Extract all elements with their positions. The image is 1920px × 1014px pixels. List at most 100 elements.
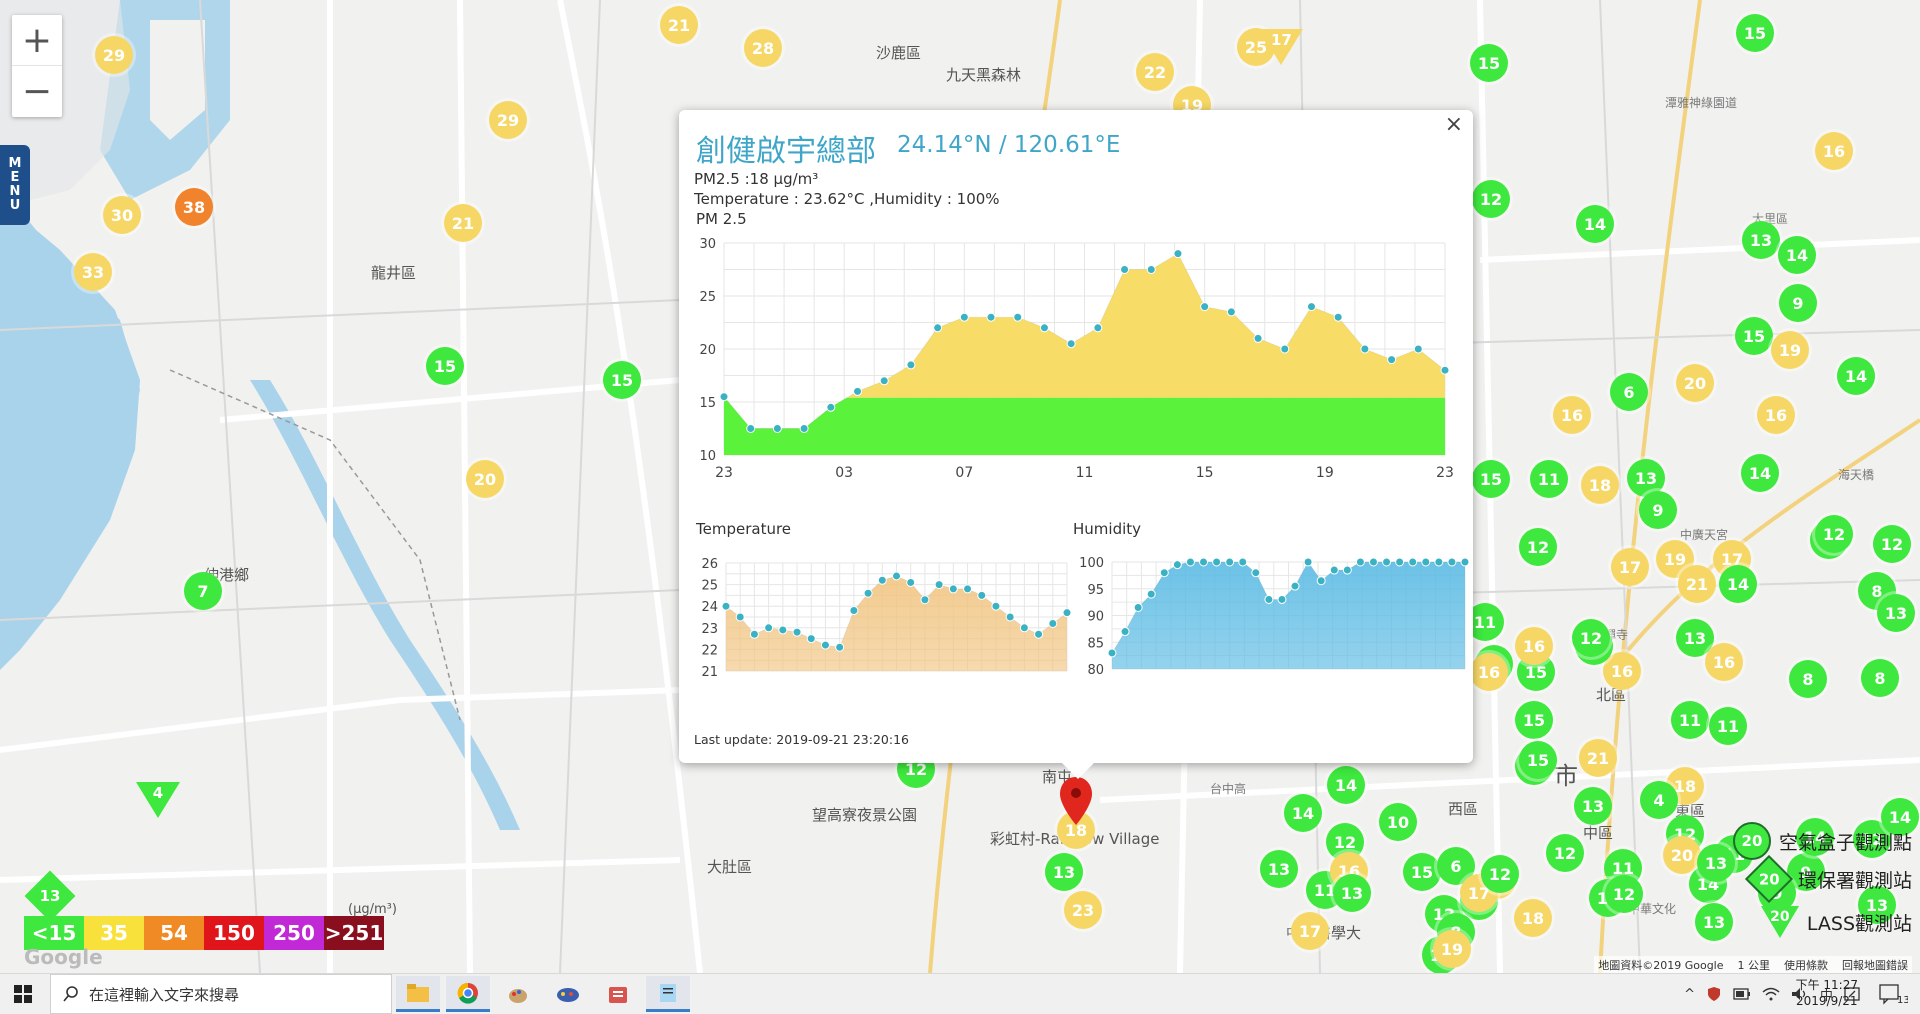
- station-marker[interactable]: 29: [95, 36, 133, 74]
- station-marker[interactable]: 6: [1610, 373, 1648, 411]
- station-marker[interactable]: 30: [103, 196, 141, 234]
- station-marker[interactable]: 20: [1663, 836, 1701, 874]
- start-button[interactable]: [0, 974, 46, 1014]
- station-marker[interactable]: 29: [489, 101, 527, 139]
- station-marker[interactable]: 14: [1284, 794, 1322, 832]
- station-marker[interactable]: 21: [1678, 565, 1716, 603]
- keyboard-icon[interactable]: [1844, 986, 1860, 1002]
- station-marker[interactable]: 15: [1472, 460, 1510, 498]
- station-marker[interactable]: 9: [1779, 284, 1817, 322]
- station-marker[interactable]: 12: [1481, 855, 1519, 893]
- station-marker[interactable]: 12: [1605, 875, 1643, 913]
- station-marker[interactable]: 11: [1709, 707, 1747, 745]
- station-marker[interactable]: 16: [1515, 627, 1553, 665]
- notification-center-button[interactable]: 13: [1876, 980, 1910, 1008]
- chrome-icon[interactable]: [446, 976, 490, 1012]
- station-marker[interactable]: 13: [1695, 903, 1733, 941]
- station-marker[interactable]: 9: [1639, 491, 1677, 529]
- station-marker[interactable]: 15: [1470, 44, 1508, 82]
- station-marker[interactable]: 19: [1433, 930, 1471, 968]
- station-marker[interactable]: 11: [1530, 460, 1568, 498]
- station-marker[interactable]: 15: [603, 361, 641, 399]
- station-marker[interactable]: 16: [1553, 396, 1591, 434]
- station-marker[interactable]: 15: [426, 347, 464, 385]
- station-marker[interactable]: 14: [1796, 818, 1834, 856]
- clock[interactable]: 下午 11:27 2019/9/21: [1796, 977, 1858, 1009]
- zoom-in-button[interactable]: +: [12, 15, 62, 66]
- tray-expand-icon[interactable]: ^: [1684, 986, 1695, 1002]
- station-marker[interactable]: 16: [1815, 132, 1853, 170]
- station-marker[interactable]: 13: [1858, 886, 1896, 924]
- station-marker[interactable]: 17: [1611, 548, 1649, 586]
- station-marker[interactable]: 8: [1861, 659, 1899, 697]
- station-marker[interactable]: 8: [1789, 660, 1827, 698]
- station-marker[interactable]: 17: [1291, 912, 1329, 950]
- notepad-icon[interactable]: [646, 976, 690, 1012]
- station-marker[interactable]: 15: [1735, 317, 1773, 355]
- station-marker[interactable]: 19: [1771, 331, 1809, 369]
- station-marker[interactable]: 15: [1515, 701, 1553, 739]
- station-marker[interactable]: 15: [1519, 741, 1557, 779]
- lass-station-marker[interactable]: 17: [1259, 29, 1303, 65]
- station-marker[interactable]: 13: [1260, 850, 1298, 888]
- station-marker[interactable]: 12: [1873, 525, 1911, 563]
- terms-link[interactable]: 使用條款: [1784, 959, 1828, 972]
- station-marker[interactable]: 33: [74, 253, 112, 291]
- station-marker[interactable]: 18: [1581, 466, 1619, 504]
- station-marker[interactable]: 12: [1519, 528, 1557, 566]
- ime-indicator[interactable]: 中: [1819, 988, 1833, 1004]
- battery-icon[interactable]: [1733, 987, 1751, 1001]
- wifi-icon[interactable]: [1762, 987, 1780, 1001]
- game-icon[interactable]: [546, 976, 590, 1012]
- zoom-out-button[interactable]: −: [21, 70, 53, 112]
- station-marker[interactable]: 13: [1627, 459, 1665, 497]
- station-marker[interactable]: 14: [1778, 236, 1816, 274]
- station-marker[interactable]: 14: [1576, 205, 1614, 243]
- station-marker[interactable]: 12: [1472, 180, 1510, 218]
- station-marker[interactable]: 16: [1705, 643, 1743, 681]
- station-marker[interactable]: 28: [744, 29, 782, 67]
- report-error-link[interactable]: 回報地圖錯誤: [1842, 959, 1908, 972]
- station-marker[interactable]: 10: [1379, 803, 1417, 841]
- station-marker[interactable]: 16: [1470, 653, 1508, 691]
- station-marker[interactable]: 15: [1403, 853, 1441, 891]
- paint-icon[interactable]: [496, 976, 540, 1012]
- file-explorer-icon[interactable]: [396, 976, 440, 1012]
- station-marker[interactable]: 16: [1603, 652, 1641, 690]
- station-marker[interactable]: 14: [1741, 454, 1779, 492]
- station-marker[interactable]: 13: [1333, 874, 1371, 912]
- station-marker[interactable]: 14: [1837, 357, 1875, 395]
- menu-tab[interactable]: M E N U: [0, 145, 30, 225]
- selected-location-pin[interactable]: [1058, 775, 1094, 827]
- station-marker[interactable]: 21: [1579, 739, 1617, 777]
- office-icon[interactable]: [596, 976, 640, 1012]
- station-marker[interactable]: 12: [1546, 834, 1584, 872]
- volume-icon[interactable]: [1791, 987, 1809, 1001]
- station-marker[interactable]: 11: [1671, 701, 1709, 739]
- station-marker[interactable]: 13: [1045, 853, 1083, 891]
- station-marker[interactable]: 16: [1757, 396, 1795, 434]
- shield-icon[interactable]: [1706, 986, 1722, 1002]
- map-view[interactable]: 沙鹿區 九天黑森林 龍井區 伸港鄉 大肚區 望高寮夜景公園 彩虹村-Rainbo…: [0, 0, 1920, 973]
- station-marker[interactable]: 14: [1881, 798, 1919, 836]
- station-marker[interactable]: 4: [1640, 781, 1678, 819]
- taskbar-search[interactable]: 在這裡輸入文字來搜尋: [50, 974, 392, 1014]
- station-marker[interactable]: 22: [1136, 53, 1174, 91]
- station-marker[interactable]: 13: [1877, 594, 1915, 632]
- station-marker[interactable]: 14: [1327, 766, 1365, 804]
- station-marker[interactable]: 14: [1719, 565, 1757, 603]
- station-marker[interactable]: 20: [1676, 364, 1714, 402]
- station-marker[interactable]: 7: [184, 572, 222, 610]
- station-marker[interactable]: 21: [444, 204, 482, 242]
- station-marker[interactable]: 13: [1676, 619, 1714, 657]
- station-marker[interactable]: 38: [175, 188, 213, 226]
- station-marker[interactable]: 13: [1697, 844, 1735, 882]
- station-marker[interactable]: 13: [1574, 787, 1612, 825]
- station-marker[interactable]: 15: [1736, 14, 1774, 52]
- lass-station-marker[interactable]: 4: [136, 782, 180, 818]
- station-marker[interactable]: 18: [1514, 899, 1552, 937]
- station-marker[interactable]: 12: [1572, 619, 1610, 657]
- station-marker[interactable]: 12: [1815, 515, 1853, 553]
- station-marker[interactable]: 20: [466, 460, 504, 498]
- station-marker[interactable]: 21: [660, 6, 698, 44]
